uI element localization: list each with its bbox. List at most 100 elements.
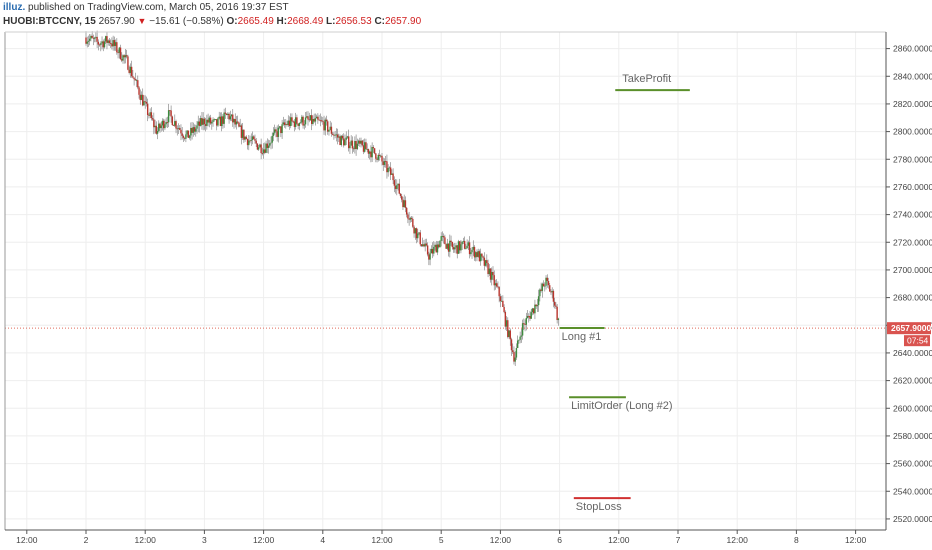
x-tick-label: 12:00: [845, 535, 867, 545]
annotation-label[interactable]: Long #1: [562, 331, 602, 343]
candle-up: [190, 127, 192, 136]
y-tick-label: 2640.0000: [893, 348, 932, 358]
candle-up: [267, 145, 270, 148]
annotation-label[interactable]: TakeProfit: [622, 73, 671, 85]
candle-up: [161, 120, 164, 126]
candle-up: [334, 134, 336, 136]
candle-up: [429, 253, 431, 260]
candle-up: [557, 318, 560, 321]
candle-down: [510, 339, 513, 351]
candle-up: [192, 127, 194, 133]
candle-up: [218, 116, 220, 119]
candle-up: [220, 116, 223, 127]
candle-up: [306, 116, 308, 118]
candle-down: [187, 130, 190, 138]
candle-up: [484, 260, 487, 266]
candle-up: [357, 140, 360, 144]
candle-up: [229, 116, 231, 120]
candle-up: [257, 147, 260, 150]
candle-up: [140, 94, 143, 100]
candle-up: [424, 243, 426, 247]
candle-up: [377, 154, 379, 160]
candle-down: [425, 243, 428, 246]
annotation-label[interactable]: StopLoss: [576, 501, 622, 513]
candle-down: [286, 124, 288, 126]
candle-down: [428, 254, 430, 260]
candle-down: [393, 180, 396, 186]
candle-up: [324, 119, 326, 131]
x-tick-label: 12:00: [371, 535, 393, 545]
candle-up: [460, 244, 462, 251]
candle-down: [276, 131, 278, 137]
candle-down: [108, 40, 111, 44]
candle-up: [397, 183, 399, 186]
candle-down: [343, 138, 345, 146]
candle-down: [216, 119, 218, 126]
x-tick-label: 7: [676, 535, 681, 545]
candle-down: [302, 116, 304, 126]
candle-down: [172, 125, 175, 126]
candle-up: [303, 124, 305, 126]
candle-up: [164, 124, 166, 129]
candle-down: [291, 117, 293, 122]
low-value: 2656.53: [335, 16, 372, 27]
candle-up: [122, 55, 124, 61]
candle-down: [376, 158, 378, 160]
candle-down: [254, 139, 256, 141]
x-tick-label: 6: [557, 535, 562, 545]
candle-up: [287, 120, 289, 125]
candle-up: [346, 136, 349, 138]
y-tick-label: 2840.0000: [893, 71, 932, 81]
y-tick-label: 2540.0000: [893, 486, 932, 496]
candle-up: [519, 336, 521, 340]
candle-down: [293, 121, 296, 127]
candle-up: [265, 143, 267, 153]
candle-down: [246, 139, 249, 146]
candle-up: [239, 125, 241, 127]
candle-down: [399, 193, 402, 197]
candle-up: [539, 289, 541, 297]
candle-up: [368, 151, 371, 154]
candle-up: [457, 241, 460, 254]
candle-down: [492, 271, 494, 276]
candle-down: [426, 245, 429, 255]
candle-down: [553, 301, 556, 306]
candle-down: [130, 66, 133, 77]
candle-up: [446, 243, 449, 249]
candle-down: [497, 286, 499, 288]
candle-up: [294, 117, 297, 127]
candle-down: [261, 153, 264, 154]
candle-down: [450, 240, 452, 243]
candle-down: [171, 116, 174, 126]
candle-down: [175, 121, 177, 129]
candle-up: [167, 110, 170, 123]
candle-up: [227, 113, 229, 115]
candle-up: [298, 122, 301, 126]
annotation-label[interactable]: LimitOrder (Long #2): [571, 400, 673, 412]
candle-up: [214, 119, 217, 120]
candle-down: [330, 126, 333, 134]
candle-up: [202, 118, 204, 125]
candle-up: [383, 161, 386, 165]
candle-up: [103, 41, 106, 48]
candle-up: [354, 140, 356, 150]
candle-down: [145, 101, 148, 104]
x-tick-label: 8: [794, 535, 799, 545]
candle-down: [123, 55, 125, 58]
candle-up: [434, 244, 436, 247]
candle-down: [463, 240, 466, 249]
candle-down: [413, 226, 415, 234]
candle-down: [191, 127, 193, 133]
last-price: 2657.90: [98, 16, 135, 27]
candle-up: [380, 155, 382, 157]
y-tick-label: 2780.0000: [893, 154, 932, 164]
candle-down: [431, 248, 434, 254]
x-tick-label: 2: [84, 535, 89, 545]
candle-down: [375, 153, 377, 159]
candle-up: [475, 252, 477, 258]
author-name[interactable]: illuz.: [3, 2, 26, 13]
plot-area[interactable]: [5, 32, 886, 530]
candle-down: [373, 148, 376, 154]
candle-down: [256, 143, 259, 150]
